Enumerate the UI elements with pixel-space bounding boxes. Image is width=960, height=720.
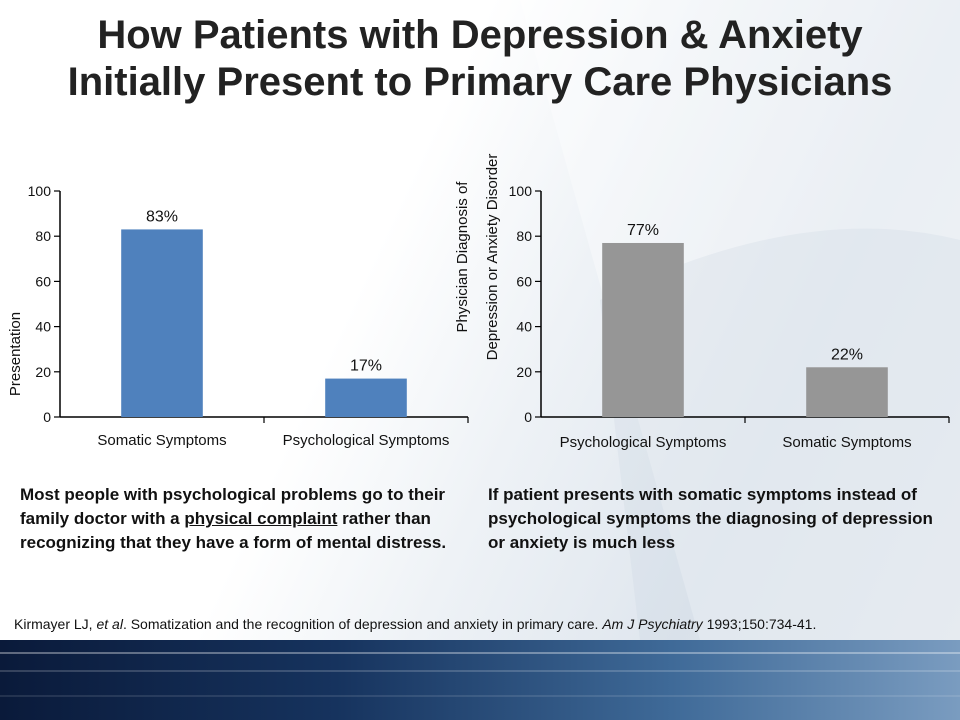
bar-data-label: 22% — [831, 346, 863, 363]
diagnosis-bar-chart: 0 20 40 60 80 100 77% Psychological Symptoms 22%… — [454, 154, 950, 451]
title-line-1: How Patients with Depression & Anxiety — [97, 13, 863, 57]
bar — [602, 242, 684, 417]
title-line-2: Initially Present to Primary Care Physic… — [67, 60, 893, 104]
x-category-label: Psychological Symptoms — [560, 434, 727, 451]
y-tick-label: 80 — [516, 228, 532, 244]
y-tick-label: 20 — [516, 364, 532, 380]
y-tick-label: 0 — [43, 409, 51, 425]
footer-line — [0, 652, 960, 654]
citation-etal: et al — [96, 616, 123, 632]
bar — [121, 229, 203, 417]
left-caption-part-1: Most people with psychological problems … — [20, 485, 446, 528]
y-tick-label: 40 — [35, 319, 51, 335]
y-axis-label: Presentation — [7, 312, 24, 396]
y-tick-label: 20 — [35, 364, 51, 380]
footer-line — [0, 695, 960, 697]
y-tick-label: 40 — [516, 319, 532, 335]
citation-journal: Am J Psychiatry — [602, 616, 703, 632]
x-category-label: Somatic Symptoms — [782, 434, 911, 451]
x-category-label: Somatic Symptoms — [97, 432, 226, 449]
y-tick-label: 100 — [509, 183, 533, 199]
y-tick-label: 60 — [516, 273, 532, 289]
citation: Kirmayer LJ, et al. Somatization and the… — [14, 616, 954, 632]
left-caption-underlined: physical complaint — [184, 509, 338, 528]
footer-band — [0, 640, 960, 720]
presentation-bar-chart: 0 20 40 60 80 100 83% Somatic Symptoms 17% Psycho… — [7, 183, 469, 449]
bar — [806, 367, 888, 417]
x-category-label: Psychological Symptoms — [283, 432, 450, 449]
y-tick-label: 100 — [28, 183, 52, 199]
bar-data-label: 77% — [627, 222, 659, 239]
bar-data-label: 17% — [350, 358, 382, 375]
slide-title: How Patients with Depression & Anxiety I… — [0, 12, 960, 106]
bar — [325, 378, 407, 417]
y-axis-label-line: Physician Diagnosis of — [454, 181, 471, 333]
y-tick-label: 80 — [35, 228, 51, 244]
y-tick-label: 60 — [35, 273, 51, 289]
y-tick-label: 0 — [524, 409, 532, 425]
left-caption-part-2: rather than recognizing that they have a… — [20, 509, 447, 552]
left-caption: Most people with psychological problems … — [20, 483, 460, 555]
citation-title: . Somatization and the recognition of de… — [122, 616, 603, 632]
citation-authors: Kirmayer LJ, — [14, 616, 97, 632]
bar-data-label: 83% — [146, 208, 178, 225]
right-caption: If patient presents with somatic symptom… — [488, 485, 933, 552]
citation-volume: 1993;150:734-41. — [702, 616, 817, 632]
footer-line — [0, 670, 960, 672]
y-axis-label-line: Depression or Anxiety Disorder — [484, 154, 501, 361]
